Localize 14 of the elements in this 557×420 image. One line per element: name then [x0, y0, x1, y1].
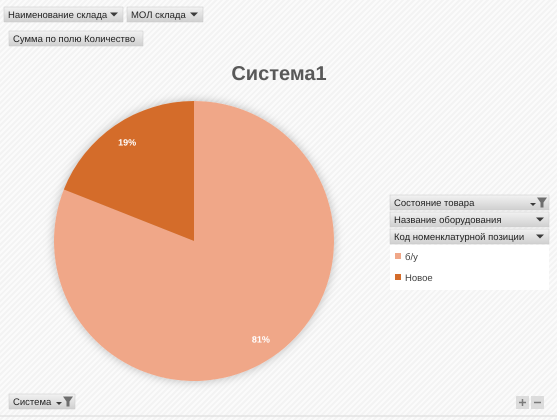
field-button: Наименование склада [4, 6, 124, 22]
field-button: Состояние товара [390, 194, 550, 210]
field-button: Система [8, 394, 76, 410]
legend-label: Новое [405, 273, 433, 284]
field-button: Название оборудования [390, 212, 550, 228]
legend-label: б/у [405, 252, 418, 263]
chart-title: Система1 [231, 63, 327, 85]
data-label: 81% [252, 334, 270, 344]
data-label: 19% [118, 138, 136, 148]
pie-slice [64, 101, 194, 241]
field-button: МОЛ склада [126, 6, 204, 22]
field-button: Сумма по полю Количество [8, 30, 144, 46]
pie-slice [54, 101, 334, 381]
field-button: Код номенклатурной позиции [390, 228, 550, 244]
